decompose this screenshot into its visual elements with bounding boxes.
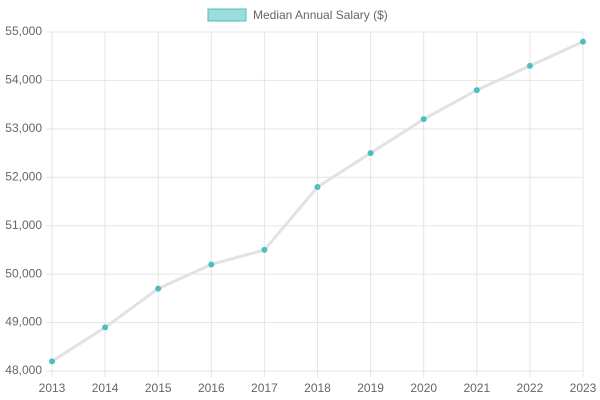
y-tick-label: 48,000	[5, 363, 42, 377]
x-tick-label: 2014	[92, 381, 119, 395]
y-tick-label: 54,000	[5, 73, 42, 87]
y-tick-label: 53,000	[5, 121, 42, 135]
x-tick-label: 2015	[145, 381, 172, 395]
data-point	[102, 324, 109, 331]
y-tick-label: 50,000	[5, 266, 42, 280]
legend-item: Median Annual Salary ($)	[207, 8, 388, 22]
data-point	[367, 150, 374, 157]
x-tick-label: 2017	[251, 381, 278, 395]
data-point	[580, 38, 586, 45]
legend-swatch	[207, 8, 247, 22]
x-tick-label: 2022	[517, 381, 544, 395]
data-point	[473, 87, 480, 94]
y-tick-label: 51,000	[5, 218, 42, 232]
x-tick-label: 2018	[304, 381, 331, 395]
x-tick-label: 2021	[463, 381, 490, 395]
x-tick-label: 2023	[570, 381, 597, 395]
x-tick-label: 2019	[357, 381, 384, 395]
legend-label: Median Annual Salary ($)	[253, 8, 388, 22]
data-point	[261, 246, 268, 253]
x-tick-label: 2020	[410, 381, 437, 395]
y-tick-label: 49,000	[5, 315, 42, 329]
y-tick-label: 55,000	[5, 24, 42, 38]
data-point	[208, 261, 215, 268]
data-point	[314, 183, 321, 190]
data-point	[155, 285, 162, 292]
y-tick-label: 52,000	[5, 169, 42, 183]
data-point	[49, 358, 55, 365]
data-point	[420, 116, 427, 123]
data-point	[526, 62, 533, 69]
x-tick-label: 2013	[39, 381, 66, 395]
x-tick-label: 2016	[198, 381, 225, 395]
